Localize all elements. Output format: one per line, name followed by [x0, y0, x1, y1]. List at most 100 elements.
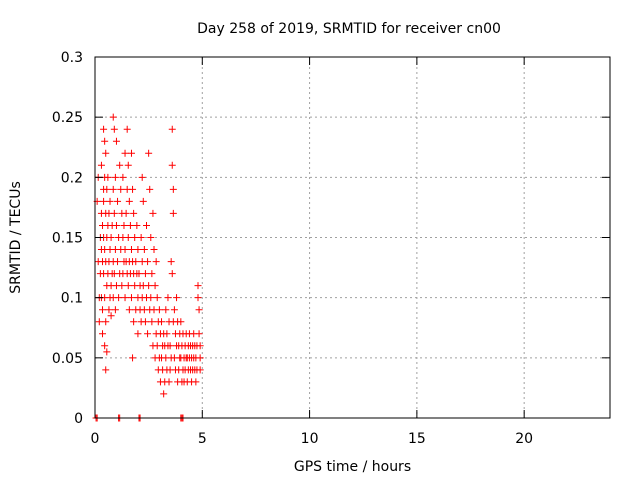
- data-point: [101, 342, 109, 350]
- data-point: [170, 306, 178, 314]
- x-tick-label: 20: [515, 431, 533, 447]
- chart-title: Day 258 of 2019, SRMTID for receiver cn0…: [197, 21, 501, 37]
- data-point: [194, 294, 202, 302]
- data-point: [124, 161, 132, 169]
- data-point: [127, 149, 135, 157]
- data-point: [105, 306, 113, 314]
- data-point: [99, 330, 107, 338]
- data-point: [134, 330, 142, 338]
- data-point: [127, 294, 135, 302]
- y-tick-label: 0.15: [52, 231, 83, 247]
- x-axis-label: GPS time / hours: [294, 459, 411, 475]
- data-point: [114, 197, 122, 205]
- data-point: [196, 354, 204, 362]
- data-point: [169, 209, 177, 217]
- data-point: [121, 149, 129, 157]
- data-point: [168, 270, 176, 278]
- data-point: [111, 173, 119, 181]
- data-point: [169, 185, 177, 193]
- data-point: [195, 306, 203, 314]
- data-point: [140, 246, 148, 254]
- data-point: [120, 221, 128, 229]
- data-point: [95, 318, 103, 326]
- data-point: [112, 137, 120, 145]
- data-point: [196, 366, 204, 374]
- data-point: [144, 258, 152, 266]
- data-point: [103, 348, 111, 356]
- data-point: [110, 125, 118, 133]
- data-point: [141, 270, 149, 278]
- y-tick-label: 0: [74, 411, 83, 427]
- data-point: [102, 318, 110, 326]
- data-point: [168, 161, 176, 169]
- y-axis-label: SRMTID / TECUs: [8, 181, 24, 294]
- data-point: [127, 246, 135, 254]
- data-point: [99, 306, 107, 314]
- data-point: [148, 318, 156, 326]
- data-point: [151, 282, 159, 290]
- data-point: [106, 197, 114, 205]
- data-point: [195, 330, 203, 338]
- x-tick-label: 0: [91, 431, 100, 447]
- data-point: [119, 173, 127, 181]
- data-point: [173, 294, 181, 302]
- data-point: [102, 149, 110, 157]
- data-point: [153, 294, 161, 302]
- data-point: [125, 306, 133, 314]
- y-tick-label: 0.3: [61, 50, 83, 66]
- data-point: [194, 282, 202, 290]
- data-point: [130, 318, 138, 326]
- tick-labels: 0 5 10 15 20 0 0.05 0.1 0.15 0.2 0.25 0.3: [52, 50, 533, 447]
- data-point: [148, 270, 156, 278]
- data-point: [115, 294, 123, 302]
- data-point: [137, 234, 145, 241]
- data-point: [102, 366, 110, 374]
- data-point: [168, 125, 176, 133]
- data-point: [163, 330, 171, 338]
- data-point: [150, 246, 158, 254]
- data-point: [152, 258, 160, 266]
- data-point: [107, 234, 115, 241]
- data-point: [143, 221, 150, 229]
- data-point: [101, 137, 109, 145]
- data-point: [162, 306, 170, 314]
- data-point: [112, 221, 120, 229]
- plot-border: [94, 56, 611, 419]
- data-point: [133, 221, 141, 229]
- data-point: [110, 209, 118, 217]
- data-point: [131, 234, 139, 241]
- data-point: [138, 173, 146, 181]
- data-point: [109, 185, 117, 193]
- data-point: [166, 342, 174, 350]
- data-point: [103, 185, 111, 193]
- x-tick-label: 5: [198, 431, 207, 447]
- data-point: [145, 149, 153, 157]
- data-point: [124, 234, 132, 241]
- data-point: [126, 221, 134, 229]
- data-point: [100, 125, 108, 133]
- data-point: [149, 209, 157, 217]
- y-tick-label: 0.25: [52, 110, 83, 126]
- data-point: [147, 234, 155, 241]
- data-point: [100, 197, 108, 205]
- data-point: [124, 282, 132, 290]
- data-point: [177, 318, 185, 326]
- data-point: [144, 330, 152, 338]
- data-point: [107, 312, 115, 320]
- data-point: [129, 185, 137, 193]
- y-tick-label: 0.2: [61, 170, 83, 186]
- data-point: [132, 258, 140, 266]
- data-point: [147, 294, 155, 302]
- data-point: [121, 294, 129, 302]
- data-point: [111, 306, 119, 314]
- data-point: [123, 125, 131, 133]
- data-point: [135, 270, 143, 278]
- data-point: [155, 306, 163, 314]
- data-point: [118, 282, 126, 290]
- data-points: [92, 113, 204, 422]
- data-point: [97, 161, 105, 169]
- data-point: [196, 342, 204, 350]
- data-point: [160, 390, 168, 398]
- y-tick-label: 0.1: [61, 291, 83, 307]
